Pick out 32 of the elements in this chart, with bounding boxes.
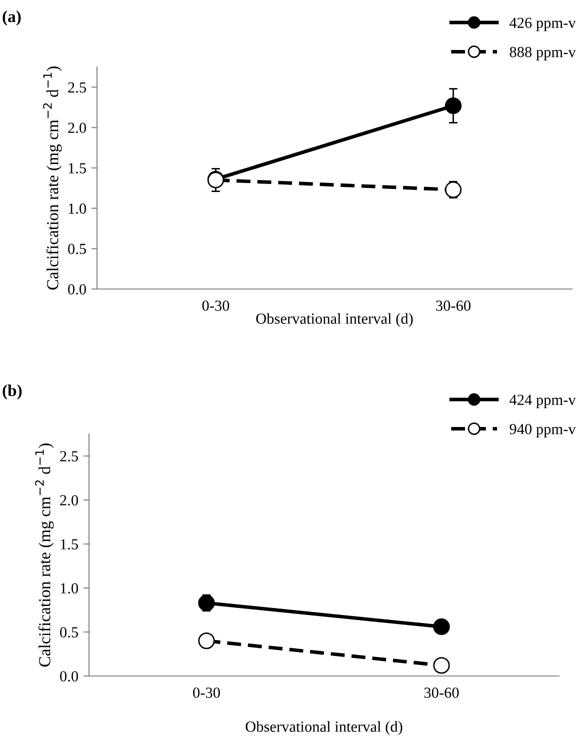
point [198, 632, 215, 650]
point [433, 657, 450, 674]
y-tick-label: 2.0 [60, 495, 78, 506]
y-tick-label: 1.5 [60, 539, 78, 550]
y-tick-label: 1.0 [60, 583, 78, 594]
chart-title: (a) [2, 10, 21, 26]
legend-label: 888 ppm-v [510, 46, 576, 60]
chart-title: (b) [2, 384, 22, 400]
legend-label: 940 ppm-v [510, 424, 576, 438]
y-axis-title: Calcification rate (mg cm$^{−2}$ d$^{−1}$) [35, 444, 54, 667]
x-tick-label: 30-60 [424, 688, 459, 698]
x-axis-title: Observational interval (d) [246, 721, 402, 735]
y-tick-label: 2.5 [68, 82, 86, 93]
y-tick-label: 0.5 [68, 244, 86, 254]
y-tick-label: 0.5 [60, 627, 78, 638]
point [444, 97, 462, 114]
legend-label: 426 ppm-v [510, 18, 576, 32]
y-axis-title: Calcification rate (mg cm$^{−2}$ d$^{−1}$) [43, 66, 62, 290]
y-tick-label: 1.0 [68, 203, 86, 214]
y-tick-label: 0.0 [68, 284, 86, 295]
point [198, 594, 215, 612]
point [444, 181, 462, 198]
x-axis-title: Observational interval (d) [256, 313, 413, 327]
legend-label: 424 ppm-v [510, 394, 576, 408]
point [433, 618, 450, 636]
y-tick-label: 0.0 [60, 671, 78, 682]
y-tick-label: 1.5 [68, 163, 86, 174]
x-tick-label: 0-30 [202, 300, 230, 311]
y-tick-label: 2.0 [68, 122, 86, 134]
y-tick-label: 2.5 [60, 451, 78, 462]
x-tick-label: 30-60 [436, 300, 470, 311]
x-tick-label: 0-30 [193, 688, 220, 698]
